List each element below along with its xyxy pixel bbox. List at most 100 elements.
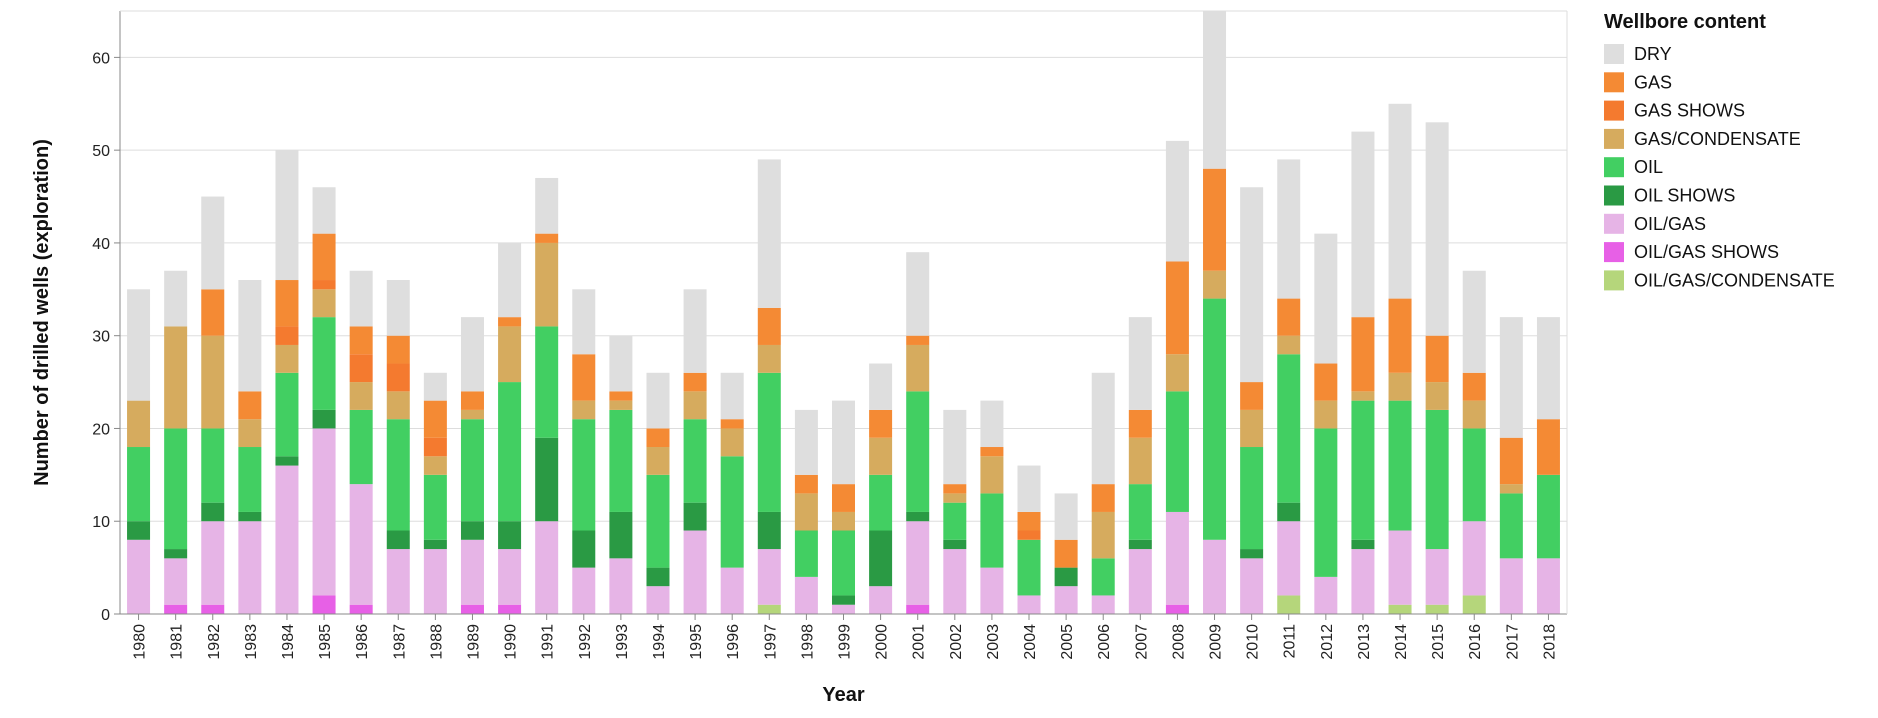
bar-segment bbox=[1462, 372, 1486, 401]
x-tick-label: 2000 bbox=[874, 624, 891, 660]
bar-segment bbox=[275, 456, 299, 466]
y-tick-label: 10 bbox=[92, 514, 110, 531]
bar-segment bbox=[1314, 400, 1338, 429]
bar-segment bbox=[423, 549, 447, 614]
bar-segment bbox=[794, 530, 818, 577]
bar-segment bbox=[683, 289, 707, 373]
bar-segment bbox=[201, 428, 225, 503]
bar-segment bbox=[1165, 391, 1189, 512]
bar-segment bbox=[683, 419, 707, 503]
bar-segment bbox=[609, 391, 633, 401]
bar-segment bbox=[1536, 317, 1560, 420]
bar-segment bbox=[1203, 168, 1227, 271]
bar-segment bbox=[831, 484, 856, 512]
bar-segment bbox=[906, 391, 930, 512]
bar-segment bbox=[349, 409, 373, 485]
bar-segment bbox=[757, 344, 781, 373]
bar-segment bbox=[869, 530, 893, 587]
bar-segment bbox=[1165, 261, 1189, 355]
bar-segment bbox=[943, 549, 967, 614]
bar-segment bbox=[498, 604, 522, 614]
bar-segment bbox=[1499, 317, 1523, 438]
bar-segment bbox=[757, 372, 781, 512]
bar-segment bbox=[1277, 521, 1301, 596]
bar-segment bbox=[1054, 493, 1078, 540]
x-tick-label: 1983 bbox=[243, 624, 260, 660]
bar-segment bbox=[127, 289, 151, 401]
bar-segment bbox=[757, 159, 781, 308]
bar-segment bbox=[980, 447, 1004, 457]
y-tick-label: 50 bbox=[92, 143, 110, 160]
legend-swatch bbox=[1604, 270, 1624, 291]
legend-label: GAS SHOWS bbox=[1634, 101, 1745, 121]
bar-segment bbox=[572, 289, 596, 355]
bar-segment bbox=[794, 474, 818, 494]
bar-segment bbox=[1054, 586, 1078, 614]
bar-segment bbox=[386, 530, 410, 550]
bar-segment bbox=[1128, 484, 1152, 540]
bar-segment bbox=[1017, 595, 1041, 614]
bar-segment bbox=[201, 196, 225, 290]
legend-label: GAS bbox=[1634, 72, 1672, 92]
x-tick-label: 2003 bbox=[985, 624, 1002, 660]
x-tick-label: 2018 bbox=[1541, 624, 1558, 660]
bar-segment bbox=[460, 419, 484, 522]
bar-segment bbox=[201, 335, 225, 429]
bar-segment bbox=[1091, 484, 1115, 512]
bar-segment bbox=[275, 150, 299, 281]
bar-segment bbox=[1240, 447, 1264, 550]
bar-segment bbox=[1165, 140, 1189, 262]
bar-segment bbox=[1277, 159, 1301, 299]
bar-segment bbox=[460, 409, 484, 420]
bar-segment bbox=[1277, 502, 1301, 522]
legend-swatch bbox=[1604, 44, 1624, 64]
x-tick-label: 1997 bbox=[762, 624, 779, 660]
bar-segment bbox=[683, 391, 707, 420]
bar-segment bbox=[1017, 539, 1041, 596]
bar-segment bbox=[1462, 270, 1486, 373]
bar-segment bbox=[1462, 428, 1486, 522]
bar-segment bbox=[312, 409, 336, 429]
bar-segment bbox=[794, 409, 818, 475]
bar-segment bbox=[1240, 549, 1264, 559]
bar-segment bbox=[831, 595, 856, 605]
x-tick-label: 1999 bbox=[837, 624, 854, 660]
bar-segment bbox=[609, 511, 633, 559]
legend-label: DRY bbox=[1634, 44, 1672, 64]
bar-segment bbox=[980, 567, 1004, 614]
bar-segment bbox=[1091, 558, 1115, 596]
legend-swatch bbox=[1604, 213, 1624, 234]
bar-segment bbox=[386, 419, 410, 531]
bar-segment bbox=[1017, 530, 1041, 540]
bar-segment bbox=[460, 391, 484, 410]
bar-segment bbox=[943, 502, 967, 540]
bar-segment bbox=[460, 604, 484, 614]
bar-segment bbox=[572, 354, 596, 401]
bar-segment bbox=[423, 372, 447, 401]
bar-segment bbox=[609, 409, 633, 512]
bar-segment bbox=[1091, 372, 1115, 485]
bar-segment bbox=[609, 335, 633, 392]
bar-segment bbox=[164, 270, 188, 327]
bar-segment bbox=[831, 530, 856, 596]
bar-segment bbox=[1314, 576, 1338, 614]
bar-segment bbox=[386, 549, 410, 614]
bar-segment bbox=[1128, 549, 1152, 614]
bar-segment bbox=[164, 326, 188, 429]
bar-segment bbox=[238, 511, 262, 522]
bar-segment bbox=[1203, 270, 1227, 299]
bar-segment bbox=[423, 400, 447, 438]
bar-segment bbox=[238, 521, 262, 614]
x-ticks: 1980 1981 1982 1983 1984 1985 1986 1987 1988 1989… bbox=[132, 614, 1558, 660]
x-tick-label: 2001 bbox=[911, 624, 928, 660]
x-tick-label: 2017 bbox=[1504, 624, 1521, 660]
x-tick-label: 2016 bbox=[1467, 624, 1484, 660]
bar-segment bbox=[275, 344, 299, 373]
bar-segment bbox=[201, 502, 225, 522]
legend-label: OIL bbox=[1634, 157, 1663, 177]
legend-label: OIL SHOWS bbox=[1634, 186, 1735, 206]
bar-segment bbox=[498, 326, 522, 383]
bar-segment bbox=[1351, 400, 1375, 540]
bar-segment bbox=[349, 604, 373, 614]
